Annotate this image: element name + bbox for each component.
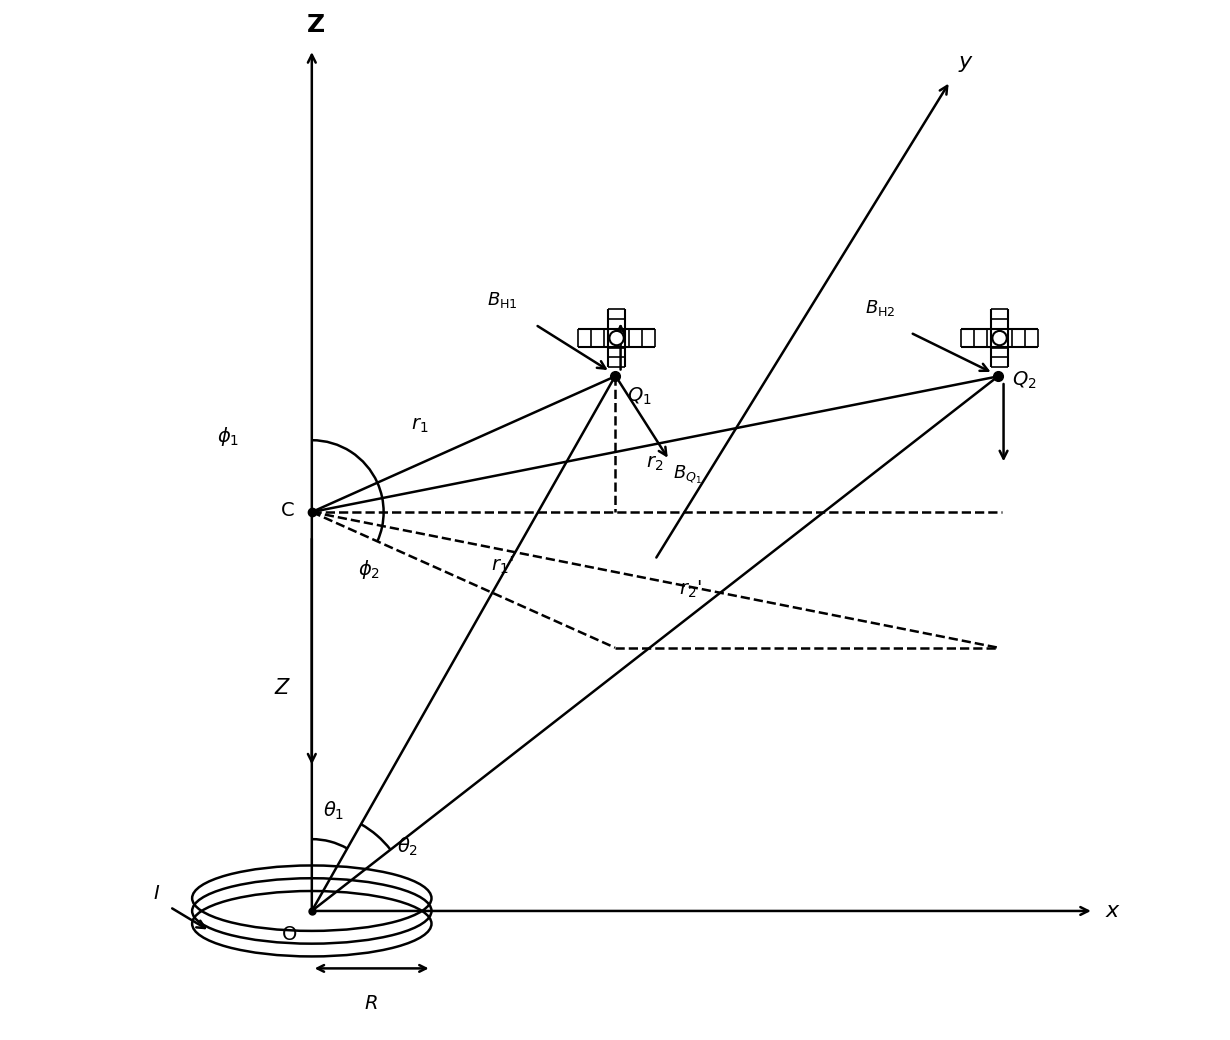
Text: R: R [365,994,379,1013]
Text: $r_2$': $r_2$' [679,578,701,599]
Text: $Q_1$: $Q_1$ [627,386,652,408]
Text: x: x [1106,901,1119,921]
Text: y: y [958,52,972,72]
Text: I: I [154,884,159,903]
Text: $r_1$: $r_1$ [411,416,428,435]
Circle shape [993,331,1006,345]
Text: $\phi_1$: $\phi_1$ [216,424,239,448]
Text: Z: Z [274,677,289,698]
Text: $B_{Q_1}$: $B_{Q_1}$ [673,464,702,487]
Text: $B_{\rm H1}$: $B_{\rm H1}$ [487,290,518,310]
Text: $r_2$: $r_2$ [646,454,663,473]
Text: $r_1$': $r_1$' [491,554,514,575]
Text: $B_{\rm H2}$: $B_{\rm H2}$ [865,298,895,318]
Text: O: O [282,926,298,944]
Text: $\phi_2$: $\phi_2$ [358,558,380,581]
Text: Z: Z [306,14,325,37]
Text: $Q_2$: $Q_2$ [1011,370,1036,391]
Text: C: C [280,501,294,520]
Text: $\theta_1$: $\theta_1$ [323,800,344,823]
Circle shape [609,331,624,345]
Text: $\theta_2$: $\theta_2$ [397,836,418,858]
